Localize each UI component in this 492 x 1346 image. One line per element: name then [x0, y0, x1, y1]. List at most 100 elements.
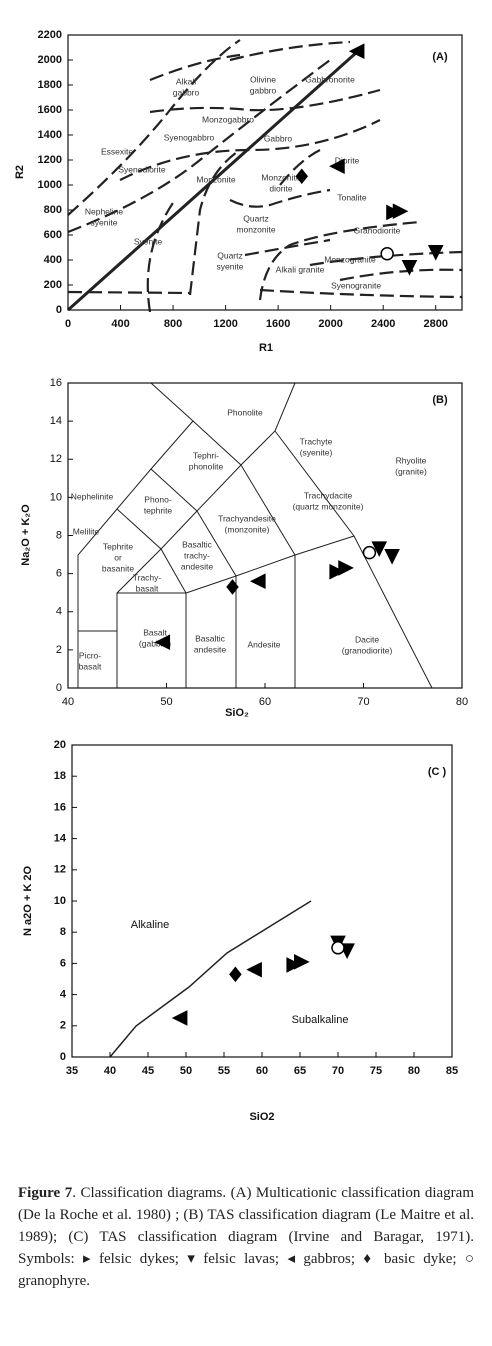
point: [401, 260, 418, 276]
field-label: phonolite: [189, 461, 224, 471]
y-tick-label: 16: [50, 377, 62, 389]
plot-frame: [67, 34, 463, 311]
x-tick-label: 50: [180, 1065, 192, 1077]
point: [380, 247, 394, 261]
y-tick-label: 6: [60, 957, 66, 969]
y-axis-label: N a2O + K 2O: [22, 866, 34, 936]
panel-label: (B): [432, 394, 448, 406]
y-tick-label: 1800: [38, 79, 62, 91]
x-tick-label: 400: [111, 318, 129, 330]
y-tick-label: 0: [56, 682, 62, 694]
field-label: andesite: [194, 644, 226, 654]
field-label: Subalkaline: [292, 1014, 349, 1026]
field-label: Nepheline: [85, 206, 124, 216]
x-tick-label: 60: [256, 1065, 268, 1077]
point: [371, 541, 388, 557]
y-axis-label: R2: [14, 165, 26, 179]
x-axis-label: R1: [259, 342, 273, 354]
field-label: Syenogabbro: [164, 132, 215, 142]
y-tick-label: 1000: [38, 179, 62, 191]
field-label: Trachyandesite: [218, 513, 276, 523]
point: [171, 1010, 188, 1026]
y-tick-label: 600: [44, 229, 62, 241]
point: [329, 158, 345, 175]
x-tick-label: 80: [408, 1065, 420, 1077]
field-label: tephrite: [144, 505, 173, 515]
field-label: Gabbronorite: [305, 74, 355, 84]
point: [249, 573, 266, 590]
boundaries-a: [67, 39, 463, 313]
field-label: Alkali granite: [276, 264, 325, 274]
field-label: Trachyte: [300, 436, 333, 446]
y-tick-label: 2200: [38, 29, 62, 41]
field-label: Syenite: [134, 236, 163, 246]
x-tick-label: 800: [164, 318, 182, 330]
field-label: Tephri-: [193, 450, 219, 460]
field-label: Monzogranite: [324, 254, 376, 264]
y-tick-label: 1200: [38, 154, 62, 166]
point: [286, 957, 303, 973]
field-label: Basalt: [143, 627, 167, 637]
x-tick-label: 55: [218, 1065, 230, 1077]
x-tick-label: 0: [65, 318, 71, 330]
x-tick-label: 85: [446, 1065, 458, 1077]
y-tick-label: 12: [50, 453, 62, 465]
point: [229, 966, 242, 983]
field-label: Basaltic: [195, 633, 226, 643]
y-tick-label: 8: [56, 529, 62, 541]
point: [392, 203, 409, 220]
y-axis-label: Na₂O + K₂O: [20, 504, 32, 566]
field-label: Dacite: [355, 634, 379, 644]
field-label: Granodiorite: [354, 225, 401, 235]
field-label: basalt: [79, 661, 102, 671]
field-label: (gabbro): [139, 638, 171, 648]
y-tick-label: 10: [50, 491, 62, 503]
x-tick-label: 70: [332, 1065, 344, 1077]
y-tick-label: 20: [54, 739, 66, 751]
panel-label: (A): [432, 51, 448, 63]
x-tick-label: 1600: [266, 318, 290, 330]
y-tick-label: 200: [44, 279, 62, 291]
field-label: Alkaline: [131, 919, 170, 931]
x-tick-label: 35: [66, 1065, 78, 1077]
field-label: Tonalite: [337, 192, 367, 202]
field-label: (monzonite): [225, 524, 270, 534]
field-label: Monzonite: [196, 174, 235, 184]
y-tick-label: 14: [50, 415, 62, 427]
x-tick-label: 40: [62, 696, 74, 708]
x-tick-label: 2800: [423, 318, 447, 330]
point: [329, 563, 346, 580]
field-label: Alkali: [176, 76, 196, 86]
x-tick-label: 70: [357, 696, 369, 708]
point: [331, 941, 345, 955]
field-label: Quartz: [217, 250, 243, 260]
plot-frame: [71, 744, 453, 1058]
alkaline-boundary: [109, 900, 312, 1058]
y-tick-label: 400: [44, 254, 62, 266]
point: [226, 579, 239, 595]
caption-text: . Classification diagrams. (A) Multicati…: [18, 1185, 474, 1289]
point: [338, 560, 354, 576]
field-label: Phonolite: [227, 407, 263, 417]
y-tick-label: 18: [54, 770, 66, 782]
field-label: Olivine: [250, 74, 276, 84]
y-tick-label: 800: [44, 204, 62, 216]
field-label: Andesite: [247, 639, 280, 649]
field-label: Basaltic: [182, 539, 213, 549]
point: [348, 43, 365, 60]
field-label: (granodiorite): [342, 645, 393, 655]
field-label: syenite: [91, 217, 118, 227]
field-label: Nephelinite: [71, 491, 114, 501]
y-tick-label: 8: [60, 926, 66, 938]
field-label: Gabbro: [264, 133, 293, 143]
x-tick-label: 2000: [318, 318, 342, 330]
y-tick-label: 16: [54, 801, 66, 813]
y-tick-label: 0: [60, 1051, 66, 1063]
field-label: Monzogabbro: [202, 114, 254, 124]
y-tick-label: 4: [56, 606, 62, 618]
field-label: basalt: [136, 583, 159, 593]
boundaries-b: [77, 382, 433, 689]
field-label: monzonite: [236, 224, 275, 234]
field-label: andesite: [181, 561, 213, 571]
